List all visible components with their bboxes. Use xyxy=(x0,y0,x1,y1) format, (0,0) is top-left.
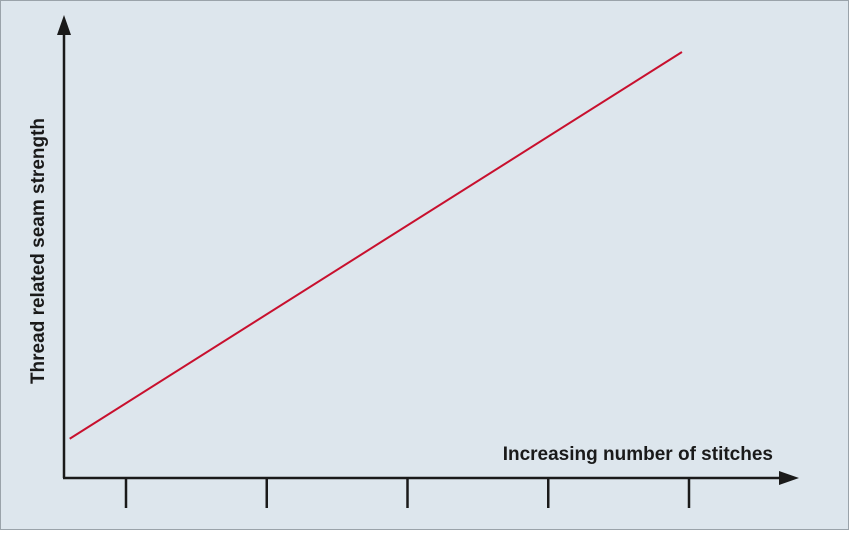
y-axis-label: Thread related seam strength xyxy=(28,118,49,384)
y-axis-arrowhead xyxy=(57,15,71,35)
x-axis-ticks xyxy=(124,478,691,508)
series-layer xyxy=(69,51,683,440)
series-line-1 xyxy=(69,51,683,440)
x-axis-arrowhead xyxy=(779,471,799,485)
axes xyxy=(57,15,799,485)
x-axis-label: Increasing number of stitches xyxy=(503,444,773,465)
